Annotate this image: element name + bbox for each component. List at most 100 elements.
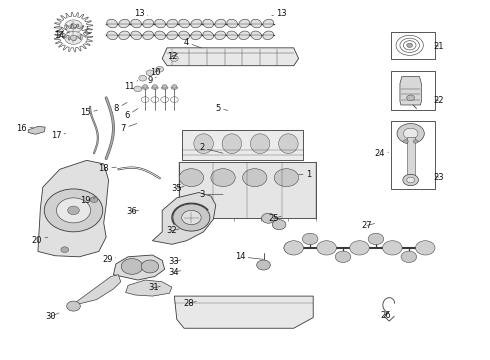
Ellipse shape bbox=[151, 86, 158, 89]
Polygon shape bbox=[114, 255, 165, 280]
Bar bbox=[391, 71, 435, 111]
Circle shape bbox=[143, 85, 147, 88]
Circle shape bbox=[401, 251, 416, 262]
Circle shape bbox=[182, 210, 201, 225]
Text: 28: 28 bbox=[184, 299, 196, 308]
Circle shape bbox=[179, 169, 203, 186]
Circle shape bbox=[173, 204, 210, 231]
Polygon shape bbox=[179, 166, 306, 176]
Ellipse shape bbox=[155, 31, 166, 40]
Text: 13: 13 bbox=[134, 9, 147, 18]
Circle shape bbox=[403, 174, 418, 186]
Circle shape bbox=[134, 86, 142, 92]
Text: 31: 31 bbox=[148, 283, 160, 292]
Text: 32: 32 bbox=[167, 226, 179, 235]
Circle shape bbox=[317, 241, 336, 255]
Circle shape bbox=[162, 85, 167, 88]
Bar bbox=[391, 121, 435, 189]
Ellipse shape bbox=[222, 134, 242, 153]
Text: 24: 24 bbox=[375, 149, 389, 158]
Circle shape bbox=[70, 35, 77, 40]
Circle shape bbox=[302, 233, 318, 245]
Text: 1: 1 bbox=[298, 170, 311, 179]
Circle shape bbox=[407, 95, 415, 101]
Circle shape bbox=[56, 198, 91, 223]
Ellipse shape bbox=[239, 19, 249, 28]
Text: 30: 30 bbox=[46, 312, 59, 321]
Text: 27: 27 bbox=[362, 221, 374, 230]
Text: 7: 7 bbox=[121, 123, 137, 133]
Circle shape bbox=[70, 24, 77, 29]
Ellipse shape bbox=[161, 86, 168, 89]
Circle shape bbox=[284, 242, 301, 254]
Circle shape bbox=[262, 213, 275, 223]
Circle shape bbox=[257, 260, 270, 270]
Text: 4: 4 bbox=[184, 38, 201, 48]
Circle shape bbox=[403, 128, 418, 139]
Ellipse shape bbox=[263, 19, 273, 28]
Circle shape bbox=[335, 251, 351, 262]
Bar bbox=[179, 162, 316, 217]
Text: 20: 20 bbox=[32, 235, 48, 244]
Text: 16: 16 bbox=[17, 124, 33, 133]
Circle shape bbox=[67, 301, 80, 311]
Circle shape bbox=[65, 20, 82, 33]
Ellipse shape bbox=[239, 31, 249, 40]
Text: 14: 14 bbox=[235, 252, 264, 261]
Circle shape bbox=[413, 140, 418, 143]
Ellipse shape bbox=[191, 31, 201, 40]
Circle shape bbox=[90, 197, 98, 203]
Circle shape bbox=[146, 70, 154, 76]
Text: 29: 29 bbox=[102, 255, 116, 264]
Text: 11: 11 bbox=[124, 81, 138, 91]
Polygon shape bbox=[67, 275, 121, 309]
Text: 21: 21 bbox=[433, 41, 443, 50]
Circle shape bbox=[403, 140, 408, 143]
Polygon shape bbox=[174, 296, 313, 328]
Ellipse shape bbox=[167, 19, 177, 28]
Polygon shape bbox=[125, 280, 172, 296]
Text: 22: 22 bbox=[433, 96, 443, 105]
Ellipse shape bbox=[215, 19, 225, 28]
Ellipse shape bbox=[250, 134, 270, 153]
Ellipse shape bbox=[179, 19, 190, 28]
Text: 19: 19 bbox=[80, 196, 95, 205]
Text: 35: 35 bbox=[172, 184, 184, 193]
Text: 17: 17 bbox=[50, 131, 66, 140]
Circle shape bbox=[68, 206, 79, 215]
Circle shape bbox=[121, 258, 143, 274]
Polygon shape bbox=[407, 137, 415, 176]
Circle shape bbox=[350, 241, 369, 255]
Circle shape bbox=[265, 165, 283, 177]
Circle shape bbox=[141, 260, 159, 273]
Circle shape bbox=[383, 241, 402, 255]
Text: 6: 6 bbox=[124, 109, 138, 120]
Circle shape bbox=[152, 85, 157, 88]
Text: 9: 9 bbox=[147, 76, 156, 85]
Text: 3: 3 bbox=[199, 190, 223, 199]
Circle shape bbox=[272, 220, 286, 230]
Polygon shape bbox=[28, 126, 45, 134]
Circle shape bbox=[44, 189, 103, 232]
Text: 26: 26 bbox=[380, 311, 391, 320]
Ellipse shape bbox=[131, 31, 142, 40]
Bar bbox=[391, 32, 435, 59]
Ellipse shape bbox=[119, 31, 129, 40]
Circle shape bbox=[284, 241, 303, 255]
Circle shape bbox=[243, 169, 267, 186]
Text: 2: 2 bbox=[199, 143, 223, 153]
Text: 18: 18 bbox=[98, 164, 116, 173]
Text: 15: 15 bbox=[80, 108, 98, 117]
Circle shape bbox=[65, 31, 82, 44]
Circle shape bbox=[368, 233, 384, 245]
Text: 12: 12 bbox=[167, 52, 178, 61]
Circle shape bbox=[407, 43, 413, 48]
Ellipse shape bbox=[131, 19, 142, 28]
Text: 23: 23 bbox=[433, 173, 444, 182]
Circle shape bbox=[397, 123, 424, 144]
Polygon shape bbox=[38, 160, 109, 257]
Text: 25: 25 bbox=[268, 214, 281, 223]
Circle shape bbox=[61, 247, 69, 252]
Circle shape bbox=[156, 66, 164, 72]
Circle shape bbox=[139, 75, 147, 81]
